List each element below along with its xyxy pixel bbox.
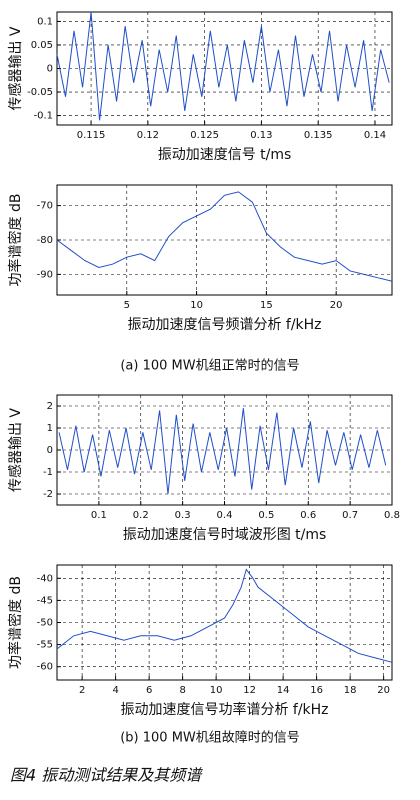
x-tick-label: 2 [79, 685, 85, 696]
signal-line [58, 408, 387, 495]
y-tick-label: 2 [47, 401, 53, 412]
x-tick-label: 0.4 [217, 510, 233, 521]
x-tick-label: 0.7 [342, 510, 358, 521]
y-tick-label: -40 [37, 573, 53, 584]
x-tick-label: 10 [190, 300, 203, 311]
x-tick-label: 14 [277, 685, 290, 696]
y-tick-label: -70 [37, 201, 53, 212]
x-tick-label: 0.12 [137, 130, 159, 141]
figure-title: 图4 振动测试结果及其频谱 [10, 766, 203, 785]
signal-line [56, 191, 393, 282]
signal-line [56, 568, 393, 663]
y-tick-label: -0.05 [27, 87, 53, 98]
y-axis-label: 功率谱密度 dB [7, 194, 24, 287]
y-tick-label: -60 [37, 662, 53, 673]
x-axis-label: 振动加速度信号时域波形图 t/ms [123, 527, 327, 543]
y-axis-label: 传感器输出 V [7, 26, 24, 110]
x-tick-label: 0.125 [190, 130, 219, 141]
x-tick-label: 5 [124, 300, 130, 311]
signal-line [56, 11, 390, 121]
y-axis-label: 功率谱密度 dB [7, 576, 24, 669]
x-tick-label: 16 [310, 685, 323, 696]
y-tick-label: -2 [43, 489, 53, 500]
y-tick-label: 0.1 [37, 16, 53, 27]
x-tick-label: 0.8 [384, 510, 400, 521]
x-tick-label: 10 [210, 685, 223, 696]
x-tick-label: 15 [260, 300, 273, 311]
y-tick-label: 0.05 [31, 40, 53, 51]
y-tick-label: -55 [37, 640, 53, 651]
x-tick-label: 18 [344, 685, 357, 696]
caption: (b) 100 MW机组故障时的信号 [120, 730, 300, 746]
x-tick-label: 0.13 [250, 130, 272, 141]
x-tick-label: 0.6 [300, 510, 316, 521]
x-tick-label: 0.5 [258, 510, 274, 521]
x-tick-label: 20 [330, 300, 343, 311]
y-tick-label: -0.1 [33, 111, 53, 122]
x-tick-label: 0.3 [175, 510, 191, 521]
x-tick-label: 0.1 [91, 510, 107, 521]
caption: (a) 100 MW机组正常时的信号 [120, 358, 299, 374]
y-tick-label: 0 [47, 64, 53, 75]
y-tick-label: -45 [37, 595, 53, 606]
x-tick-label: 0.14 [364, 130, 386, 141]
y-axis-label: 传感器输出 V [7, 408, 24, 492]
x-axis-label: 振动加速度信号 t/ms [158, 147, 292, 163]
y-tick-label: 1 [47, 423, 53, 434]
x-axis-label: 振动加速度信号频谱分析 f/kHz [127, 317, 321, 333]
x-tick-label: 0.135 [304, 130, 333, 141]
y-tick-label: 0 [47, 445, 53, 456]
y-tick-label: -90 [37, 269, 53, 280]
x-tick-label: 12 [243, 685, 256, 696]
y-tick-label: -80 [37, 235, 53, 246]
y-tick-label: -50 [37, 618, 53, 629]
x-tick-label: 0.115 [77, 130, 106, 141]
x-tick-label: 4 [112, 685, 118, 696]
x-tick-label: 0.2 [133, 510, 149, 521]
x-axis-label: 振动加速度信号功率谱分析 f/kHz [120, 701, 328, 718]
y-tick-label: -1 [43, 467, 53, 478]
x-tick-label: 20 [377, 685, 390, 696]
x-tick-label: 8 [179, 685, 185, 696]
x-tick-label: 6 [146, 685, 152, 696]
